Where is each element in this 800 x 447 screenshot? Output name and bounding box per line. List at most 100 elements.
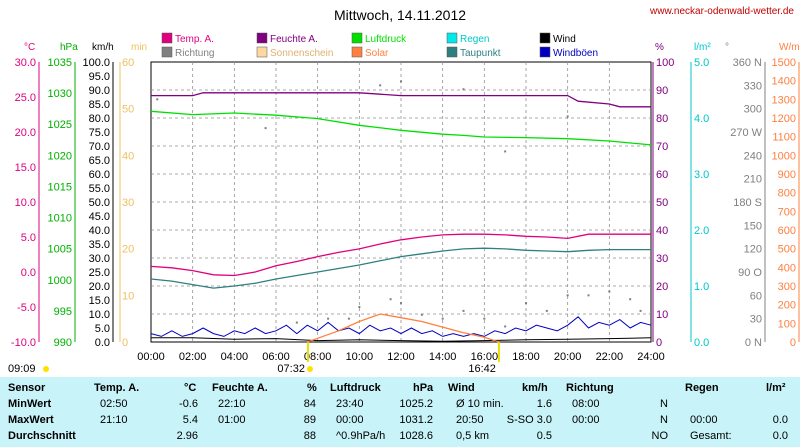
y-tick-sun: 0 [122,337,128,349]
stat-dir-time: 00:00 [572,414,600,426]
direction-dot [629,298,632,301]
stat-dir-time: 08:00 [572,398,600,410]
series-line-taupunkt [150,247,651,289]
y-tick-wind: 5.0 [95,323,110,335]
y-tick-sun: 20 [122,244,134,256]
legend-label: Feuchte A. [270,34,318,45]
stat-label: Durchschnitt [8,430,76,442]
y-tick-temp: 15.0 [15,162,36,174]
sunshine-duration-label: 09:09 [8,363,36,375]
stat-hum-val: 89 [303,414,316,426]
direction-dot [347,317,350,320]
header-wind-unit: km/h [522,382,548,394]
y-tick-wind: 50.0 [89,197,110,209]
y-tick-wind: 55.0 [89,183,110,195]
y-tick-press: 1015 [48,181,72,193]
direction-dot [264,127,267,130]
legend-label: Temp. A. [175,34,214,45]
y-tick-dir: 30 [750,314,762,326]
y-unit-press: hPa [60,42,78,53]
stat-rain-time: Gesamt: [690,430,732,442]
header-temp-unit: °C [184,382,197,394]
x-tick-label: 22:00 [596,351,624,363]
header-rain: Regen [685,382,719,394]
header-wind: Wind [448,382,475,394]
y-tick-rain: 5.0 [694,57,709,69]
y-tick-hum: 100 [656,57,674,69]
legend-swatch [161,46,173,58]
legend-label: Regen [460,34,489,45]
y-unit-solar: W/m² [779,42,800,53]
y-unit-sun: min [131,42,147,53]
stat-hum-val: 84 [303,398,316,410]
y-tick-rain: 4.0 [694,113,709,125]
legend-label: Richtung [175,48,214,59]
x-tick-label: 10:00 [346,351,374,363]
stat-temp-time: 02:50 [100,398,128,410]
sun-icon [306,366,313,372]
legend-swatch [256,46,268,58]
y-tick-solar: 1300 [772,94,796,106]
stat-wind-time: 0,5 km [456,430,490,442]
y-tick-wind: 85.0 [89,99,110,111]
stat-wind-val: 1.6 [536,398,552,410]
stat-press-time: 23:40 [336,398,364,410]
y-tick-solar: 600 [778,225,796,237]
y-tick-solar: 1400 [772,76,796,88]
y-tick-wind: 20.0 [89,281,110,293]
legend-swatch [161,32,173,44]
legend-swatch [446,32,458,44]
y-tick-press: 990 [54,337,72,349]
stat-wind-val: 0.5 [536,430,552,442]
y-tick-solar: 300 [778,281,796,293]
y-tick-press: 1030 [48,88,72,100]
series-line-temp-a- [150,233,651,277]
header-humidity-unit: % [307,382,317,394]
y-tick-wind: 40.0 [89,225,110,237]
x-tick-label: 14:00 [429,351,457,363]
direction-dot [639,309,642,312]
direction-dot [400,302,402,305]
stat-temp-val: 2.96 [176,430,198,442]
stat-rain-time: 00:00 [690,414,718,426]
y-tick-press: 1005 [48,244,72,256]
y-tick-sun: 10 [122,290,134,302]
y-tick-wind: 100.0 [82,57,110,69]
stat-temp-val: 5.4 [182,414,198,426]
y-tick-wind: 25.0 [89,267,110,279]
y-tick-sun: 30 [122,197,134,209]
y-tick-wind: 35.0 [89,239,110,251]
direction-dot [358,306,361,308]
y-tick-solar: 100 [778,318,796,330]
y-tick-temp: -10.0 [11,337,36,349]
stat-press-val: 1025.2 [399,398,433,410]
legend-swatch [351,46,363,58]
y-tick-hum: 30 [656,253,668,265]
legend-swatch [539,32,551,44]
y-tick-sun: 60 [122,57,134,69]
y-tick-wind: 80.0 [89,113,110,125]
y-tick-dir: 150 [744,220,762,232]
y-tick-solar: 0 [790,337,796,349]
legend-label: Solar [365,48,389,59]
y-tick-press: 995 [54,306,72,318]
series-line-windb-en [150,316,652,337]
stat-press-val: 1031.2 [399,414,433,426]
y-tick-solar: 1100 [772,132,796,144]
y-tick-dir: 210 [744,174,762,186]
y-tick-hum: 80 [656,113,668,125]
direction-dot [462,309,465,312]
y-tick-dir: 0 N [745,337,762,349]
y-unit-rain: l/m² [694,42,711,53]
y-tick-rain: 3.0 [694,169,709,181]
x-tick-label: 04:00 [221,351,249,363]
direction-dot [420,313,423,316]
legend-label: Wind [553,34,576,45]
direction-dot [504,325,507,328]
y-tick-wind: 15.0 [89,295,110,307]
y-tick-solar: 900 [778,169,796,181]
direction-dot [545,309,548,312]
y-tick-solar: 700 [778,206,796,218]
stat-press-val: 1028.6 [399,430,433,442]
y-tick-solar: 1500 [772,57,796,69]
